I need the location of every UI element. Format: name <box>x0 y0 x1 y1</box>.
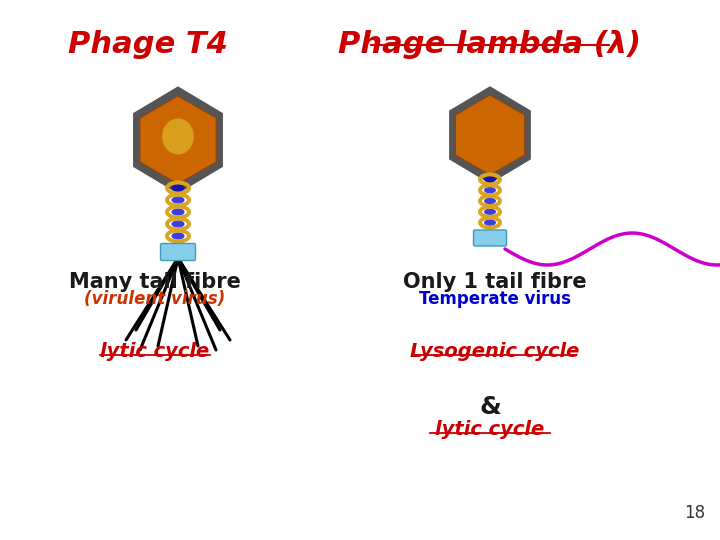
Ellipse shape <box>484 176 496 183</box>
FancyBboxPatch shape <box>474 230 506 246</box>
Ellipse shape <box>484 187 496 193</box>
Ellipse shape <box>162 118 194 154</box>
Ellipse shape <box>171 197 184 204</box>
Text: Lysogenic cycle: Lysogenic cycle <box>410 342 580 361</box>
Ellipse shape <box>171 232 184 240</box>
Polygon shape <box>449 86 531 184</box>
Ellipse shape <box>171 184 184 192</box>
Ellipse shape <box>484 198 496 204</box>
Text: 18: 18 <box>684 504 705 522</box>
Text: &: & <box>479 395 501 419</box>
FancyBboxPatch shape <box>161 244 196 260</box>
Ellipse shape <box>484 208 496 215</box>
Ellipse shape <box>171 220 184 227</box>
Text: Only 1 tail fibre: Only 1 tail fibre <box>403 272 587 292</box>
Text: Phage lambda (λ): Phage lambda (λ) <box>338 30 642 59</box>
Polygon shape <box>133 86 223 194</box>
Text: Many tail fibre: Many tail fibre <box>69 272 241 292</box>
Ellipse shape <box>484 219 496 226</box>
Text: Temperate virus: Temperate virus <box>419 290 571 308</box>
Text: Phage T4: Phage T4 <box>68 30 228 59</box>
Text: (virulent virus): (virulent virus) <box>84 290 225 308</box>
Polygon shape <box>140 96 216 184</box>
Ellipse shape <box>171 208 184 215</box>
Polygon shape <box>455 95 525 175</box>
Text: lytic cycle: lytic cycle <box>100 342 210 361</box>
Text: lytic cycle: lytic cycle <box>436 420 544 439</box>
Ellipse shape <box>476 116 505 148</box>
